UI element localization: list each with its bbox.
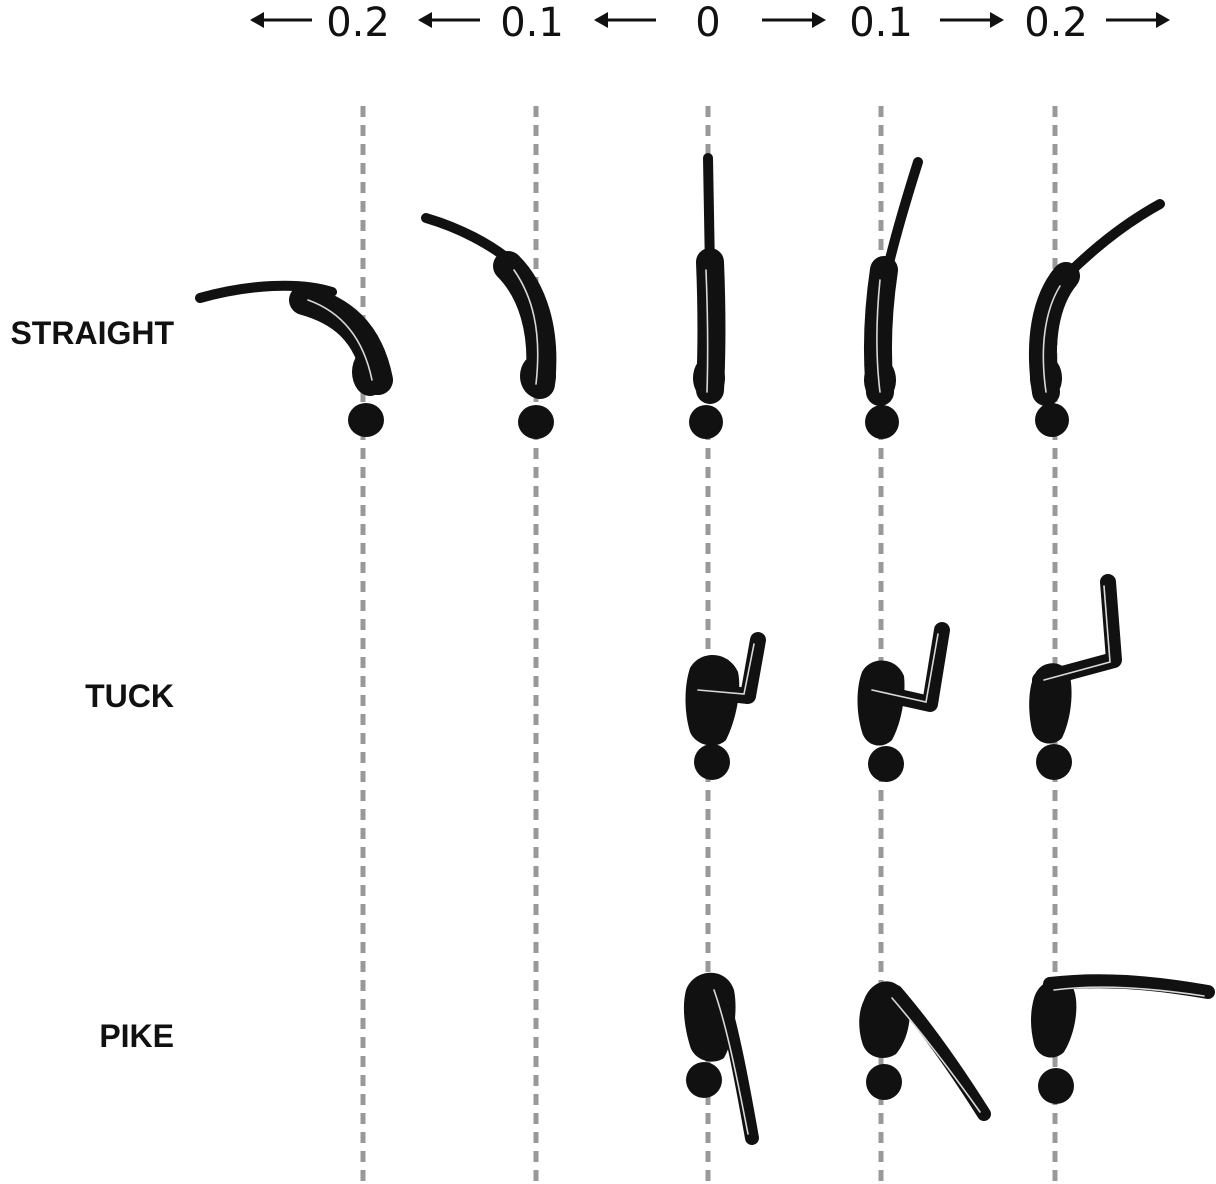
diver-silhouette-icon	[857, 622, 950, 782]
diver-silhouette-icon	[195, 280, 393, 437]
diver-silhouette-icon	[1031, 974, 1215, 1104]
arrow-left-icon	[418, 12, 480, 28]
arrow-right-icon	[762, 12, 826, 28]
arrow-right-icon	[1106, 12, 1170, 28]
scale-label-center-0: 0	[695, 0, 720, 46]
arrow-left-icon	[594, 12, 656, 28]
diver-silhouette-icon	[859, 981, 991, 1121]
arrow-left-icon	[250, 12, 312, 28]
diver-silhouette-icon	[683, 972, 759, 1145]
diver-silhouette-icon	[1028, 199, 1165, 437]
row-label-pike: PIKE	[99, 1018, 174, 1054]
scale-label-right-0-2: 0.2	[1024, 0, 1088, 46]
diver-silhouette-icon	[863, 157, 923, 439]
scale-label-left-0-1: 0.1	[500, 0, 564, 46]
diver-silhouette-icon	[421, 213, 557, 439]
diver-silhouette-icon	[689, 153, 726, 439]
scale-header: 0.2 0.1 0 0.1 0.2	[250, 0, 1170, 46]
diver-silhouette-icon	[1029, 574, 1122, 780]
diver-silhouette-icon	[685, 632, 766, 780]
scale-label-left-0-2: 0.2	[326, 0, 390, 46]
scale-label-right-0-1: 0.1	[849, 0, 913, 46]
row-label-straight: STRAIGHT	[10, 315, 174, 351]
arrow-right-icon	[940, 12, 1004, 28]
row-label-tuck: TUCK	[85, 678, 174, 714]
